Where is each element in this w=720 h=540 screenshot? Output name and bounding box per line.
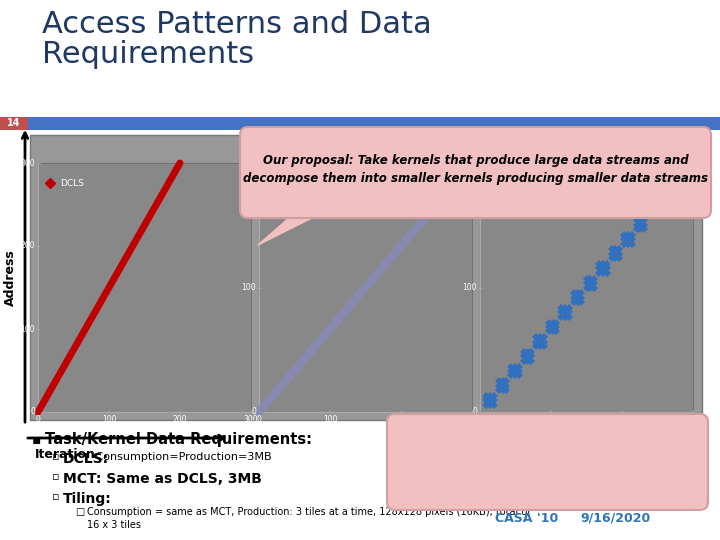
Text: 0: 0 bbox=[256, 415, 261, 424]
Bar bbox=[38, 163, 251, 412]
Text: 100: 100 bbox=[323, 415, 337, 424]
Bar bbox=[30, 135, 702, 420]
Text: 200: 200 bbox=[462, 159, 477, 167]
Text: 300: 300 bbox=[20, 159, 35, 167]
FancyBboxPatch shape bbox=[387, 414, 708, 510]
Text: 300: 300 bbox=[464, 415, 480, 424]
Text: Our proposal: Take kernels that produce large data streams and
decompose them in: Our proposal: Take kernels that produce … bbox=[243, 154, 708, 185]
Text: 300: 300 bbox=[243, 415, 258, 424]
Text: DCLS:: DCLS: bbox=[63, 452, 109, 466]
Text: Iteration: Iteration bbox=[35, 448, 96, 461]
Text: 100: 100 bbox=[241, 283, 256, 292]
Polygon shape bbox=[258, 210, 328, 245]
Text: 0: 0 bbox=[472, 408, 477, 416]
Text: 200: 200 bbox=[173, 415, 187, 424]
Text: 0: 0 bbox=[30, 408, 35, 416]
Text: 200: 200 bbox=[394, 415, 408, 424]
Text: CASA '10: CASA '10 bbox=[495, 511, 558, 524]
Text: Address: Address bbox=[4, 249, 17, 306]
Bar bbox=[0, 117, 28, 130]
Text: Access Patterns and Data: Access Patterns and Data bbox=[42, 10, 432, 39]
Text: 0: 0 bbox=[251, 408, 256, 416]
Text: 200: 200 bbox=[241, 159, 256, 167]
Text: Requirements: Requirements bbox=[42, 40, 254, 69]
Text: DCLS: DCLS bbox=[60, 179, 84, 187]
Text: ▪: ▪ bbox=[32, 432, 41, 446]
Text: Data is read in, and written out by each
task.  Cannot keep ALL data in SPM, and: Data is read in, and written out by each… bbox=[405, 442, 660, 480]
Text: 9/16/2020: 9/16/2020 bbox=[580, 511, 650, 524]
Text: ▫: ▫ bbox=[52, 492, 60, 502]
Bar bbox=[0, 117, 720, 130]
Text: MCT: Same as DCLS, 3MB: MCT: Same as DCLS, 3MB bbox=[63, 472, 262, 486]
Text: Task/Kernel Data Requirements:: Task/Kernel Data Requirements: bbox=[45, 432, 312, 447]
FancyBboxPatch shape bbox=[240, 127, 711, 218]
Text: 2: 2 bbox=[264, 168, 269, 177]
Text: 14: 14 bbox=[7, 118, 21, 129]
Text: 0: 0 bbox=[477, 415, 482, 424]
Text: ▫: ▫ bbox=[52, 452, 60, 462]
Text: 200: 200 bbox=[615, 415, 629, 424]
Bar bbox=[480, 163, 693, 412]
Text: Consumption=Production=3MB: Consumption=Production=3MB bbox=[92, 452, 271, 462]
Text: The Problem:: The Problem: bbox=[405, 427, 493, 440]
Text: 100: 100 bbox=[544, 415, 558, 424]
Bar bbox=[259, 163, 472, 412]
Text: 100: 100 bbox=[102, 415, 116, 424]
Text: 300: 300 bbox=[685, 415, 701, 424]
Text: 0: 0 bbox=[35, 415, 40, 424]
Text: ▫: ▫ bbox=[52, 472, 60, 482]
Text: 100: 100 bbox=[462, 283, 477, 292]
Text: 200: 200 bbox=[20, 241, 35, 251]
Text: Consumption = same as MCT, Production: 3 tiles at a time, 128x128 pixels (16KB),: Consumption = same as MCT, Production: 3… bbox=[87, 507, 531, 530]
Text: □: □ bbox=[75, 507, 84, 517]
Text: Tiling:: Tiling: bbox=[63, 492, 112, 506]
Text: 100: 100 bbox=[20, 325, 35, 334]
